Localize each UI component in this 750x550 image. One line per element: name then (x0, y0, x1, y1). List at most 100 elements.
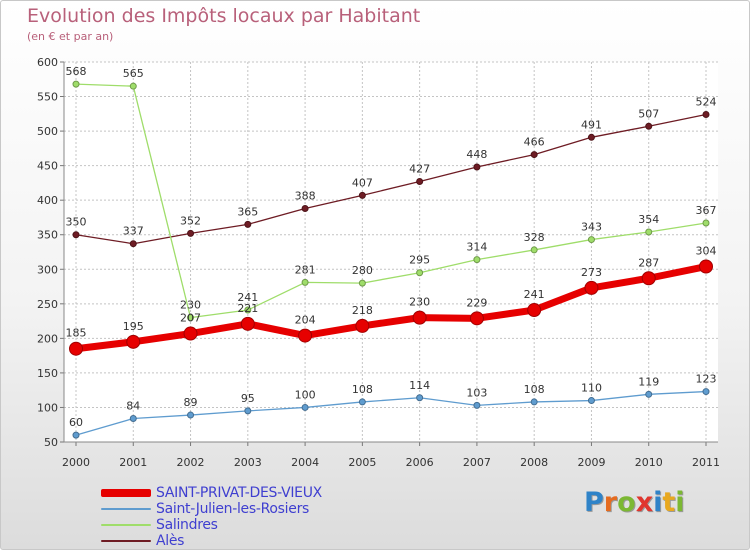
data-label-saint-julien-les-rosiers: 103 (466, 386, 487, 399)
data-point-ales (587, 133, 595, 141)
data-label-salindres: 565 (123, 67, 144, 80)
data-label-saint-julien-les-rosiers: 95 (241, 392, 255, 405)
data-label-ales: 507 (638, 107, 659, 120)
x-tick-label: 2001 (119, 456, 147, 469)
data-label-saint-julien-les-rosiers: 119 (638, 375, 659, 388)
data-point-salindres (301, 278, 309, 286)
logo-letter: P (584, 487, 604, 518)
chart-subtitle: (en € et par an) (27, 30, 114, 43)
legend-label: Salindres (156, 517, 218, 533)
data-label-saint-julien-les-rosiers: 100 (295, 388, 316, 401)
data-label-salindres: 295 (409, 254, 430, 267)
x-tick-label: 2011 (692, 456, 720, 469)
data-point-saint-privat-des-vieux (69, 341, 83, 356)
x-tick-label: 2009 (577, 456, 605, 469)
y-tick-label: 300 (37, 263, 58, 276)
data-label-saint-julien-les-rosiers: 108 (352, 383, 373, 396)
data-label-ales: 466 (524, 136, 545, 149)
data-point-saint-julien-les-rosiers (301, 403, 309, 411)
data-label-saint-julien-les-rosiers: 114 (409, 379, 430, 392)
series-line-saint-privat-des-vieux (75, 263, 707, 353)
data-label-salindres: 328 (524, 231, 545, 244)
data-label-saint-julien-les-rosiers: 84 (126, 400, 140, 413)
y-tick-label: 250 (37, 298, 58, 311)
y-tick-label: 200 (37, 332, 58, 345)
x-tick-label: 2004 (291, 456, 319, 469)
data-point-ales (244, 220, 252, 228)
data-label-saint-privat-des-vieux: 287 (638, 256, 659, 269)
data-label-saint-privat-des-vieux: 218 (352, 304, 373, 317)
data-point-salindres (187, 314, 195, 322)
data-point-saint-privat-des-vieux (412, 310, 427, 325)
data-label-saint-privat-des-vieux: 204 (295, 314, 316, 327)
y-tick-label: 50 (44, 436, 58, 449)
legend-label: SAINT-PRIVAT-DES-VIEUX (156, 485, 322, 501)
data-label-saint-privat-des-vieux: 273 (581, 266, 602, 279)
plot-area (64, 62, 718, 442)
data-point-saint-privat-des-vieux (183, 326, 198, 341)
data-label-saint-privat-des-vieux: 195 (123, 320, 144, 333)
x-tick-label: 2000 (62, 456, 90, 469)
series-line-saint-julien-les-rosiers (75, 390, 707, 436)
data-point-saint-privat-des-vieux (298, 328, 313, 343)
data-label-salindres: 314 (466, 241, 487, 254)
data-point-salindres (530, 246, 538, 254)
data-point-saint-julien-les-rosiers (473, 401, 481, 409)
data-point-saint-julien-les-rosiers (244, 407, 252, 415)
data-label-saint-privat-des-vieux: 304 (696, 245, 717, 258)
data-point-saint-privat-des-vieux (699, 259, 713, 274)
data-label-ales: 337 (123, 225, 144, 238)
data-label-ales: 352 (180, 214, 201, 227)
logo-letter: r (603, 487, 618, 518)
data-point-salindres (244, 306, 252, 314)
data-point-saint-privat-des-vieux (469, 311, 484, 326)
chart-title: Evolution des Impôts locaux par Habitant (27, 5, 421, 27)
data-label-salindres: 367 (696, 204, 717, 217)
data-label-saint-julien-les-rosiers: 89 (184, 396, 198, 409)
data-point-ales (645, 122, 653, 130)
data-point-saint-privat-des-vieux (527, 303, 542, 318)
data-label-ales: 407 (352, 176, 373, 189)
series-line-ales (75, 113, 707, 245)
x-tick-label: 2002 (177, 456, 205, 469)
data-label-salindres: 280 (352, 264, 373, 277)
data-point-saint-julien-les-rosiers (416, 394, 424, 402)
data-point-saint-julien-les-rosiers (187, 411, 195, 419)
legend-swatch (101, 508, 151, 510)
legend-label: Alès (156, 533, 185, 549)
logo-letter: o (617, 487, 636, 518)
data-point-salindres (72, 80, 80, 88)
y-tick-label: 400 (37, 194, 58, 207)
data-point-salindres (358, 279, 366, 287)
data-point-salindres (416, 269, 424, 277)
data-label-salindres: 568 (66, 65, 87, 78)
data-point-saint-privat-des-vieux (126, 334, 141, 349)
data-label-saint-julien-les-rosiers: 60 (69, 416, 83, 429)
data-point-saint-julien-les-rosiers (358, 398, 366, 406)
logo-letter: x (635, 487, 654, 518)
data-label-salindres: 241 (237, 291, 258, 304)
data-point-saint-privat-des-vieux (240, 316, 255, 331)
data-point-ales (530, 151, 538, 159)
y-tick-label: 500 (37, 125, 58, 138)
data-label-salindres: 230 (180, 299, 201, 312)
x-tick-label: 2006 (406, 456, 434, 469)
data-label-ales: 350 (66, 216, 87, 229)
data-label-saint-privat-des-vieux: 230 (409, 296, 430, 309)
data-point-salindres (129, 82, 137, 90)
legend-swatch (101, 524, 151, 526)
series-line-salindres (75, 83, 707, 319)
logo-letter: i (653, 487, 663, 518)
logo-letter: i (675, 487, 685, 518)
data-point-ales (473, 163, 481, 171)
data-label-saint-privat-des-vieux: 221 (237, 302, 258, 315)
y-tick-label: 550 (37, 91, 58, 104)
data-label-salindres: 281 (295, 263, 316, 276)
data-point-ales (187, 229, 195, 237)
y-tick-label: 450 (37, 160, 58, 173)
logo-letter: t (662, 487, 676, 518)
data-point-salindres (645, 228, 653, 236)
x-tick-label: 2003 (234, 456, 262, 469)
